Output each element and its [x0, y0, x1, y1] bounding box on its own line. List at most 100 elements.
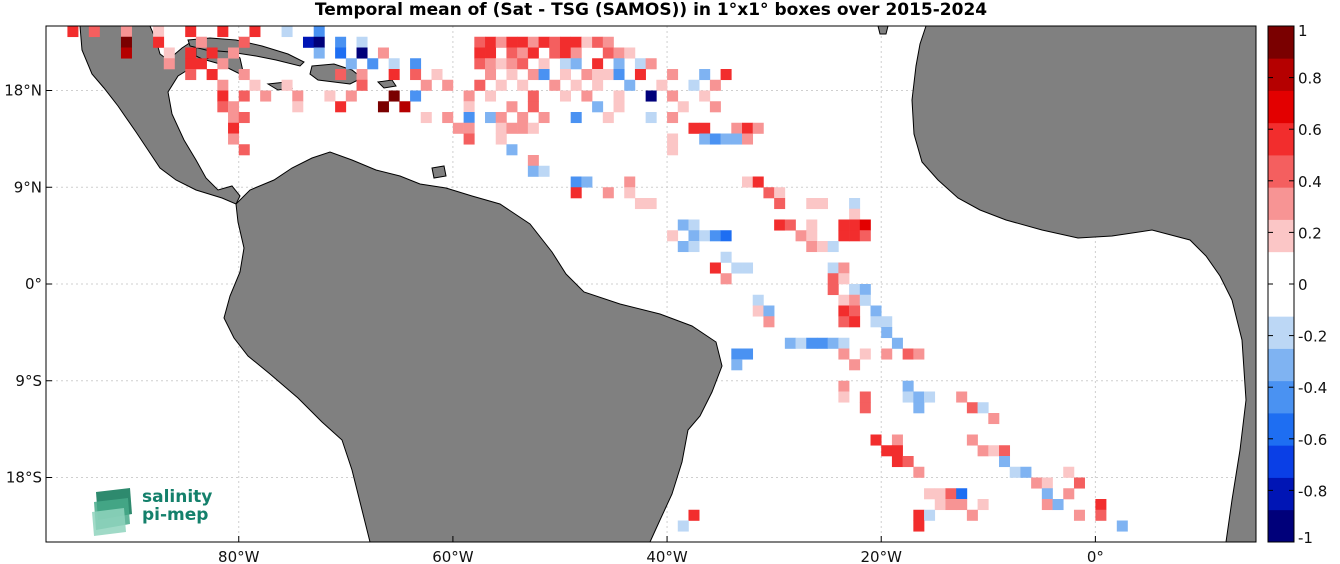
data-cell: [249, 79, 261, 91]
data-cell: [570, 79, 582, 91]
data-cell: [602, 112, 614, 124]
data-cell: [517, 122, 529, 134]
data-cell: [838, 380, 850, 392]
data-cell: [613, 58, 625, 70]
data-cell: [206, 47, 218, 59]
logo-text-pi-mep: pi-mep: [142, 505, 209, 525]
data-cell: [260, 90, 272, 102]
data-cell: [838, 305, 850, 317]
data-cell: [881, 327, 893, 339]
data-cell: [302, 36, 315, 48]
data-cell: [677, 101, 689, 113]
data-cell: [474, 58, 486, 70]
data-cell: [742, 176, 754, 188]
data-cell: [913, 402, 925, 414]
colorbar-tick-label: 0: [1298, 276, 1308, 294]
data-cell: [859, 294, 871, 306]
data-cell: [613, 90, 625, 102]
data-cell: [195, 36, 207, 48]
data-cell: [838, 348, 850, 360]
data-cell: [517, 36, 529, 48]
data-cell: [688, 230, 700, 242]
colorbar-segment: [1268, 348, 1294, 382]
colorbar-segment: [1268, 251, 1294, 285]
data-cell: [731, 348, 743, 360]
data-cell: [945, 488, 957, 500]
data-cell: [527, 122, 539, 134]
data-cell: [645, 198, 657, 210]
data-cell: [913, 520, 925, 532]
data-cell: [827, 262, 839, 274]
data-cell: [870, 316, 882, 328]
data-cell: [559, 58, 571, 70]
colorbar-segment: [1268, 413, 1294, 446]
data-cell: [891, 337, 903, 349]
data-cell: [506, 58, 518, 70]
trinidad-land: [431, 165, 447, 179]
data-cell: [731, 133, 743, 145]
data-cell: [784, 337, 796, 349]
data-cell: [924, 509, 936, 521]
data-cell: [816, 198, 828, 210]
data-cell: [410, 58, 422, 70]
data-cell: [602, 69, 614, 81]
data-cell: [506, 101, 518, 113]
logo-waves-icon: [92, 488, 132, 536]
data-cell: [238, 144, 250, 156]
data-cell: [688, 122, 700, 134]
longitude-tick-label: 0°: [1087, 548, 1104, 564]
data-cell: [688, 509, 700, 521]
data-cell: [592, 101, 604, 113]
data-cell: [549, 36, 561, 48]
data-cell: [891, 456, 903, 468]
data-cell: [570, 176, 582, 188]
data-cell: [377, 101, 389, 113]
data-cell: [495, 58, 507, 70]
data-cell: [999, 456, 1011, 468]
data-cell: [228, 47, 240, 59]
data-cell: [731, 359, 743, 371]
latitude-tick-label: 0°: [25, 275, 42, 293]
data-cell: [849, 230, 861, 242]
data-cell: [774, 219, 786, 231]
data-cell: [816, 337, 828, 349]
data-cell: [602, 187, 614, 199]
data-cell: [827, 273, 839, 285]
colorbar-tick-label: -1: [1298, 529, 1313, 547]
data-cell: [388, 69, 400, 81]
data-cell: [1063, 466, 1075, 478]
data-cell: [228, 122, 240, 134]
colorbar-tick-label: 0.2: [1298, 224, 1322, 242]
data-cell: [120, 26, 132, 38]
data-cell: [217, 90, 229, 102]
data-cell: [506, 69, 518, 81]
data-cell: [1020, 466, 1032, 478]
data-cell: [720, 133, 732, 145]
data-cell: [442, 79, 454, 91]
data-cell: [485, 90, 497, 102]
data-cell: [495, 133, 507, 145]
data-cell: [688, 241, 700, 253]
data-cell: [570, 47, 582, 59]
data-cell: [570, 112, 582, 124]
data-cell: [1031, 477, 1043, 489]
data-cell: [517, 79, 529, 91]
data-cell: [763, 316, 775, 328]
data-cell: [324, 90, 336, 102]
data-cell: [881, 316, 893, 328]
puerto-rico-land: [376, 79, 397, 89]
data-cell: [688, 79, 700, 91]
data-cell: [1116, 520, 1128, 532]
data-cell: [345, 58, 357, 70]
colorbar-segment: [1268, 122, 1294, 156]
data-cell: [559, 36, 571, 48]
data-cell: [838, 294, 850, 306]
data-cell: [709, 79, 721, 91]
data-cell: [859, 391, 871, 403]
data-cell: [966, 509, 978, 521]
data-cell: [485, 69, 497, 81]
data-cell: [463, 133, 475, 145]
data-cell: [913, 509, 925, 521]
data-cell: [634, 198, 646, 210]
data-cell: [281, 79, 293, 91]
